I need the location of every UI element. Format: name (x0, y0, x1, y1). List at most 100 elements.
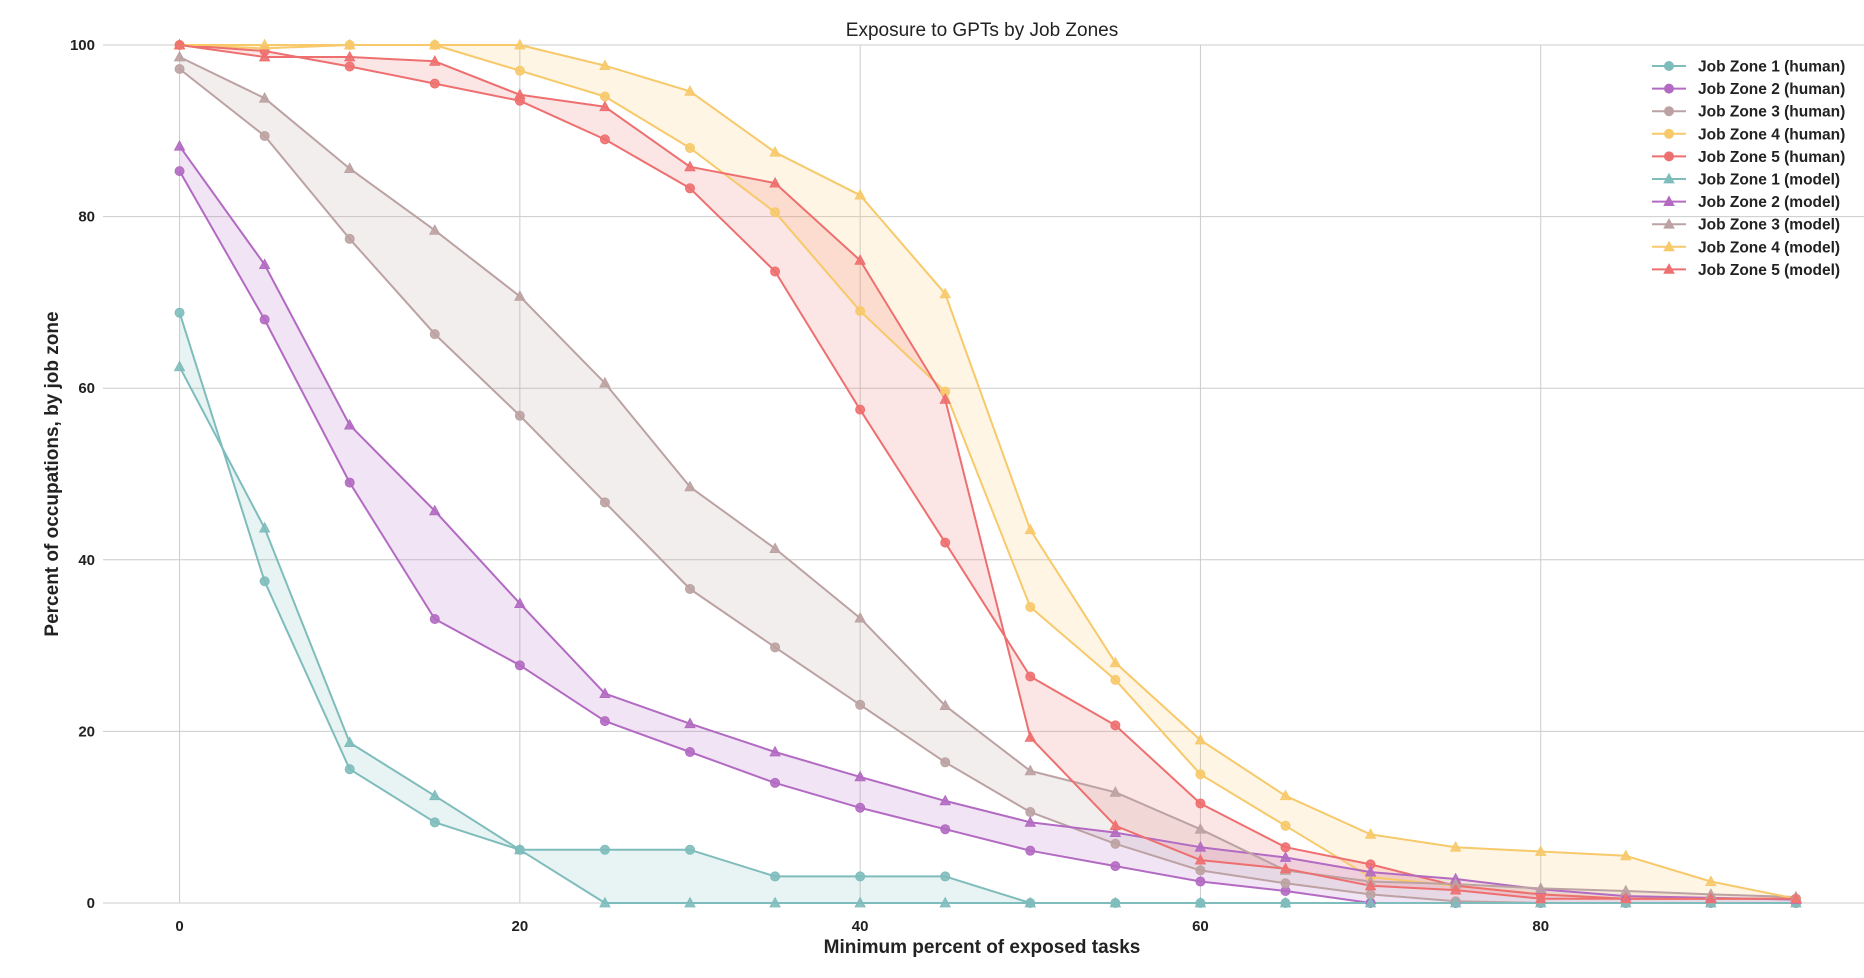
legend-marker (1663, 240, 1675, 252)
data-point (1024, 896, 1037, 908)
legend-label: Job Zone 4 (model) (1698, 239, 1840, 256)
data-point (1279, 862, 1292, 874)
legend-entry: Job Zone 1 (model) (1652, 172, 1840, 189)
data-point (1024, 764, 1037, 776)
data-point (429, 504, 441, 516)
series-line (178, 366, 1796, 904)
x-tick-label: 20 (512, 918, 529, 935)
data-point (173, 139, 186, 151)
data-point (599, 376, 611, 388)
data-point (599, 716, 610, 727)
data-point (770, 207, 781, 218)
legend-marker (1664, 61, 1674, 71)
data-point (599, 59, 611, 70)
data-point (599, 896, 611, 908)
legend-marker (1664, 151, 1674, 162)
data-point (1705, 892, 1717, 904)
data-point (173, 50, 186, 62)
legend-label: Job Zone 2 (human) (1698, 81, 1845, 98)
data-point (1110, 720, 1121, 731)
legend-entry: Job Zone 2 (model) (1652, 194, 1840, 211)
data-point (684, 717, 696, 729)
legend-label: Job Zone 3 (human) (1698, 104, 1845, 121)
data-point (1364, 896, 1377, 908)
data-point (259, 314, 270, 325)
series-lines (178, 44, 1797, 904)
data-point (174, 166, 185, 177)
y-tick-label: 20 (78, 723, 95, 740)
data-point (1195, 798, 1206, 809)
legend-marker (1663, 217, 1675, 229)
legend-marker (1663, 195, 1675, 206)
data-point (1194, 896, 1207, 908)
data-point (599, 100, 611, 112)
data-point (855, 871, 866, 882)
band-fills (179, 45, 1796, 903)
data-point (1024, 731, 1037, 742)
data-point (940, 824, 951, 835)
data-point (1109, 826, 1122, 838)
data-point (343, 418, 356, 430)
data-point (1620, 849, 1632, 861)
x-tick-label: 80 (1532, 918, 1549, 935)
data-point (939, 794, 951, 806)
data-point (940, 537, 951, 548)
data-point (599, 687, 611, 699)
x-tick-label: 60 (1192, 918, 1209, 935)
data-point (1534, 882, 1547, 893)
data-point (429, 614, 440, 625)
data-point (770, 777, 781, 788)
data-point (1109, 896, 1122, 908)
data-point (939, 699, 951, 711)
data-point (1280, 820, 1291, 831)
y-axis-label: Percent of occupations, by job zone (42, 311, 63, 636)
series-line (179, 44, 1797, 900)
data-point (599, 134, 610, 145)
data-point (684, 160, 696, 172)
x-tick-label: 40 (852, 918, 869, 935)
data-point (685, 583, 695, 594)
data-point (514, 38, 526, 50)
data-point (854, 770, 866, 782)
data-point (770, 266, 781, 277)
data-point (685, 142, 695, 153)
data-point (685, 844, 695, 855)
legend-entry: Job Zone 4 (human) (1652, 126, 1845, 143)
data-point (1109, 656, 1122, 668)
data-point (1280, 842, 1291, 853)
data-point (1279, 896, 1292, 908)
data-point (854, 188, 866, 200)
y-tick-label: 80 (78, 209, 95, 226)
series-markers (173, 38, 1802, 908)
data-point (173, 360, 186, 372)
data-point (940, 757, 951, 768)
legend-marker (1663, 263, 1675, 274)
data-point (1024, 816, 1037, 827)
data-point (1195, 865, 1206, 876)
data-point (940, 871, 951, 882)
legend-entry: Job Zone 4 (model) (1652, 239, 1840, 256)
data-point (1024, 523, 1037, 535)
data-point (258, 521, 271, 533)
data-point (1110, 861, 1121, 872)
data-point (1109, 786, 1122, 797)
data-point (173, 38, 186, 50)
series-line (179, 44, 1796, 900)
y-tick-label: 100 (70, 37, 95, 54)
data-point (1025, 807, 1036, 818)
data-point (770, 871, 781, 882)
data-point (258, 91, 271, 103)
data-point (854, 896, 866, 908)
data-point (684, 480, 696, 492)
data-point (855, 802, 866, 813)
data-point (174, 64, 185, 75)
data-point (855, 305, 866, 316)
data-point (1620, 892, 1632, 904)
data-point (1280, 878, 1291, 889)
data-point (429, 55, 441, 66)
data-point (429, 38, 441, 50)
data-point (1705, 875, 1717, 886)
data-point (1364, 828, 1377, 839)
y-tick-label: 40 (78, 552, 95, 569)
